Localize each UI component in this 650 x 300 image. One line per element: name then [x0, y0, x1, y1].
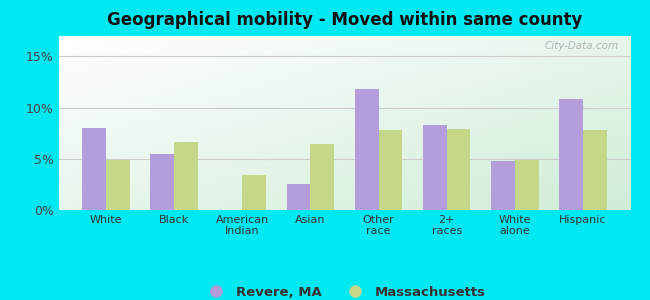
Bar: [174, 142, 198, 210]
Title: Geographical mobility - Moved within same county: Geographical mobility - Moved within sam…: [107, 11, 582, 29]
Bar: [515, 160, 539, 210]
Bar: [559, 100, 583, 210]
Bar: [583, 130, 606, 210]
Bar: [311, 145, 334, 210]
Bar: [106, 160, 130, 210]
Bar: [242, 175, 266, 210]
Bar: [447, 129, 471, 210]
Bar: [287, 184, 311, 210]
Bar: [422, 125, 447, 210]
Bar: [83, 128, 106, 210]
Bar: [355, 89, 378, 210]
Bar: [491, 161, 515, 210]
Legend: Revere, MA, Massachusetts: Revere, MA, Massachusetts: [198, 281, 491, 300]
Bar: [378, 130, 402, 210]
Bar: [150, 154, 174, 210]
Text: City-Data.com: City-Data.com: [545, 41, 619, 51]
